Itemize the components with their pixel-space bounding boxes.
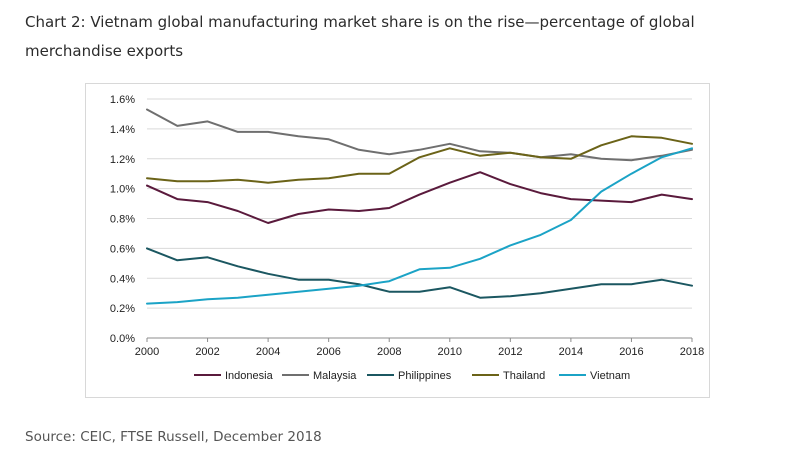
legend-label-philippines: Philippines xyxy=(398,370,452,382)
x-tick-label: 2018 xyxy=(680,346,704,358)
x-tick-label: 2008 xyxy=(377,346,401,358)
gridlines xyxy=(147,98,692,309)
x-tick-label: 2010 xyxy=(438,346,462,358)
x-tick-label: 2006 xyxy=(316,346,340,358)
legend: Indonesia Malaysia Philippines Thailand Viet… xyxy=(194,370,630,382)
y-tick-label: 0.2% xyxy=(110,303,135,315)
chart-frame xyxy=(85,83,710,398)
source-note: Source: CEIC, FTSE Russell, December 201… xyxy=(25,429,322,445)
legend-label-indonesia: Indonesia xyxy=(225,370,274,382)
series-line-malaysia xyxy=(146,108,693,162)
chart-title: Chart 2: Vietnam global manufacturing ma… xyxy=(25,13,695,60)
y-tick-label: 0.0% xyxy=(110,333,135,345)
y-tick-label: 1.6% xyxy=(110,94,135,106)
legend-label-vietnam: Vietnam xyxy=(590,370,630,382)
axes: 0.0% 0.2% 0.4% 0.6% 0.8% 1.0% 1.2% 1.4% 1.6% 2000… xyxy=(110,94,704,358)
series-line-thailand xyxy=(146,135,693,184)
x-tick-label: 2002 xyxy=(195,346,219,358)
y-tick-label: 1.2% xyxy=(110,154,135,166)
y-tick-label: 1.4% xyxy=(110,124,135,136)
y-tick-label: 0.6% xyxy=(110,243,135,255)
legend-label-thailand: Thailand xyxy=(503,370,545,382)
series-lines xyxy=(146,108,693,305)
legend-label-malaysia: Malaysia xyxy=(313,370,357,382)
y-tick-label: 0.8% xyxy=(110,214,135,226)
x-tick-label: 2004 xyxy=(256,346,280,358)
x-tick-label: 2012 xyxy=(498,346,522,358)
series-line-indonesia xyxy=(146,171,693,224)
x-tick-label: 2000 xyxy=(135,346,159,358)
y-tick-label: 1.0% xyxy=(110,184,135,196)
x-tick-label: 2016 xyxy=(619,346,643,358)
y-tick-label: 0.4% xyxy=(110,273,135,285)
series-line-philippines xyxy=(146,247,693,299)
x-tick-label: 2014 xyxy=(559,346,583,358)
series-line-vietnam xyxy=(146,147,693,305)
